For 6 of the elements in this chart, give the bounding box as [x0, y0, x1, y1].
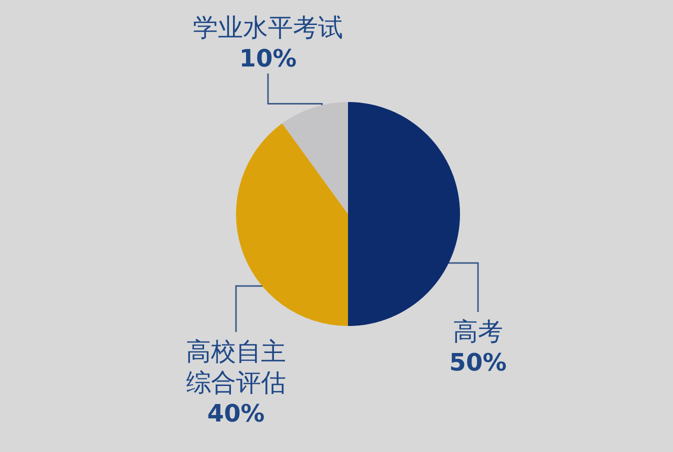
slice-label: 高考: [453, 317, 503, 346]
slice-label: 高校自主综合评估: [186, 337, 286, 397]
slice-label: 学业水平考试: [193, 13, 343, 42]
data-label: 40%: [207, 400, 265, 428]
data-label: 50%: [449, 348, 507, 376]
data-label: 10%: [239, 44, 297, 72]
